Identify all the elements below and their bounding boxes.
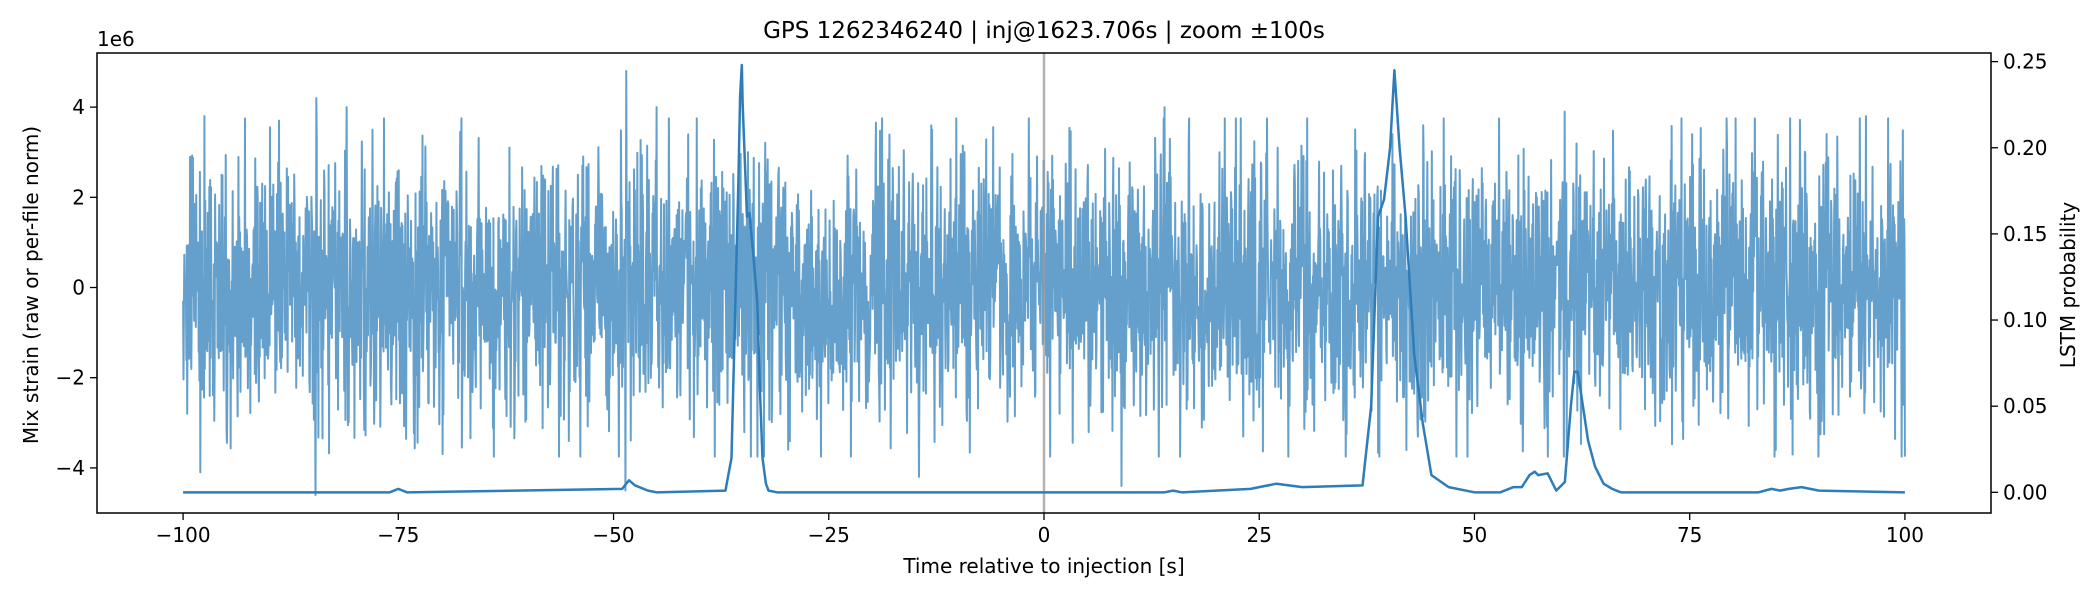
x-tick-label: −25 — [808, 523, 850, 547]
x-tick-label: 25 — [1247, 523, 1272, 547]
x-axis-ticks: −100 −75 −50 −25 0 25 50 75 100 — [156, 513, 1924, 547]
y-right-tick-label: 0.10 — [2003, 308, 2048, 332]
chart-title: GPS 1262346240 | inj@1623.706s | zoom ±1… — [763, 18, 1325, 44]
y-left-tick-label: −2 — [56, 366, 85, 390]
y-left-tick-label: −4 — [56, 456, 85, 480]
y-axis-left-ticks: −4 −2 0 2 4 — [56, 95, 97, 480]
y-left-tick-label: 0 — [72, 276, 85, 300]
series-lstm-probability — [183, 63, 1905, 494]
x-axis-label: Time relative to injection [s] — [902, 554, 1184, 578]
y-right-tick-label: 0.00 — [2003, 480, 2048, 504]
x-tick-label: 75 — [1677, 523, 1702, 547]
x-tick-label: 50 — [1462, 523, 1487, 547]
y-right-tick-label: 0.05 — [2003, 394, 2048, 418]
y-axis-right-label: LSTM probability — [2056, 202, 2080, 369]
y-axis-offset-label: 1e6 — [97, 27, 135, 51]
x-tick-label: −75 — [377, 523, 419, 547]
y-right-tick-label: 0.15 — [2003, 222, 2048, 246]
y-axis-left-label: Mix strain (raw or per-file norm) — [19, 126, 43, 444]
plot-frame — [96, 52, 1992, 514]
y-right-tick-label: 0.20 — [2003, 136, 2048, 160]
y-right-tick-label: 0.25 — [2003, 50, 2048, 74]
y-axis-right-ticks: 0.00 0.05 0.10 0.15 0.20 0.25 — [1991, 50, 2048, 504]
y-left-tick-label: 2 — [72, 185, 85, 209]
x-tick-label: 0 — [1038, 523, 1051, 547]
x-tick-label: 100 — [1886, 523, 1924, 547]
plot-area — [182, 53, 1906, 513]
plot-inner — [182, 53, 1906, 513]
y-left-tick-label: 4 — [72, 95, 85, 119]
x-tick-label: −100 — [156, 523, 211, 547]
x-tick-label: −50 — [592, 523, 634, 547]
